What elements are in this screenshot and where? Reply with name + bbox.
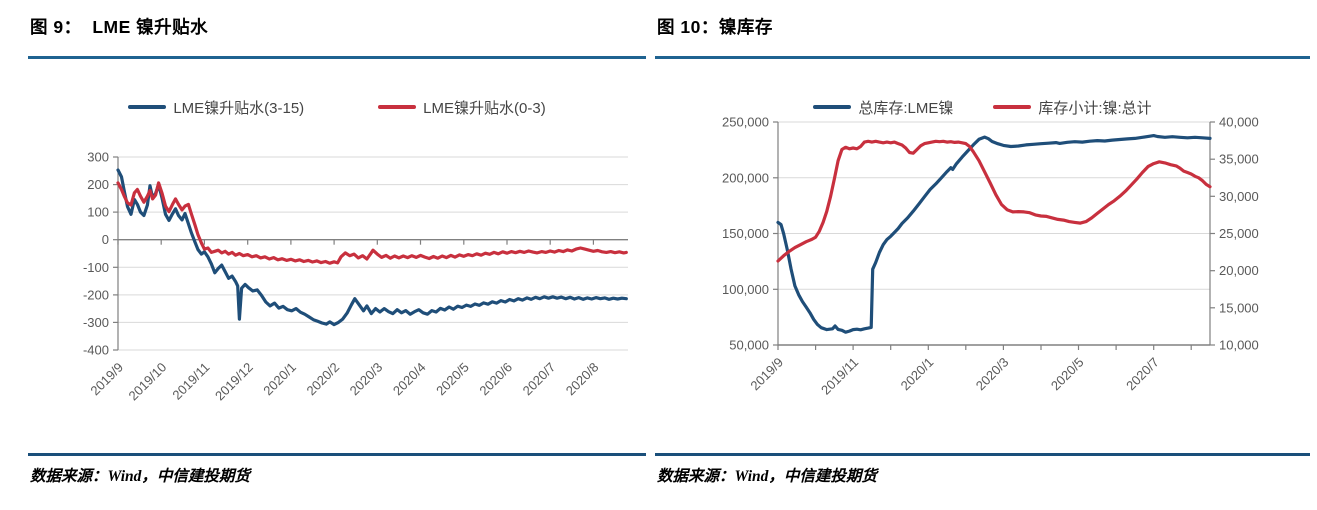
source-rule <box>28 453 646 456</box>
svg-text:100,000: 100,000 <box>722 282 769 297</box>
data-source-note: 数据来源：Wind，中信建投期货 <box>657 468 877 485</box>
chart-legend: LME镍升贴水(3-15) LME镍升贴水(0-3) <box>28 96 646 118</box>
svg-text:2020/8: 2020/8 <box>563 360 602 399</box>
nickel-inventory-chart: 250,000 200,000 150,000 100,000 50,000 40,000… <box>722 115 1259 398</box>
figure-title: 图 9： LME 镍升贴水 <box>30 17 209 37</box>
svg-text:200,000: 200,000 <box>722 170 769 185</box>
legend-line-swatch <box>993 105 1032 109</box>
legend-item: 库存小计:镍:总计 <box>993 97 1152 118</box>
svg-text:2019/11: 2019/11 <box>169 360 212 403</box>
axis-labels: 250,000 200,000 150,000 100,000 50,000 40,000… <box>722 115 1259 398</box>
legend-item: 总库存:LME镍 <box>813 97 953 118</box>
svg-text:250,000: 250,000 <box>722 115 769 130</box>
axes <box>113 156 628 351</box>
legend-item: LME镍升贴水(0-3) <box>378 97 546 118</box>
svg-text:30,000: 30,000 <box>1219 189 1259 204</box>
series-line-0 <box>776 134 1212 334</box>
svg-text:0: 0 <box>102 232 109 247</box>
legend-line-swatch <box>378 105 417 109</box>
figure-nickel-inventory: 图 10：镍库存 总库存:LME镍 库存小计:镍:总计 250,000 200,0… <box>655 10 1310 510</box>
legend-line-swatch <box>813 105 852 109</box>
svg-text:2020/2: 2020/2 <box>303 360 342 399</box>
legend-label: LME镍升贴水(0-3) <box>423 99 546 117</box>
svg-text:2020/1: 2020/1 <box>898 355 937 394</box>
svg-text:-200: -200 <box>83 287 109 302</box>
svg-text:2019/9: 2019/9 <box>87 360 126 399</box>
svg-text:25,000: 25,000 <box>1219 226 1259 241</box>
legend-label: 库存小计:镍:总计 <box>1038 99 1152 117</box>
svg-text:50,000: 50,000 <box>729 338 769 353</box>
svg-text:2019/12: 2019/12 <box>212 360 256 404</box>
svg-text:200: 200 <box>87 177 109 192</box>
source-rule <box>655 453 1310 456</box>
gridlines <box>118 156 628 351</box>
svg-text:2020/3: 2020/3 <box>347 360 386 399</box>
svg-text:15,000: 15,000 <box>1219 300 1259 315</box>
legend-label: 总库存:LME镍 <box>858 99 954 117</box>
svg-text:2020/5: 2020/5 <box>433 360 472 399</box>
gridlines <box>778 121 1210 290</box>
series-line-0 <box>116 168 628 327</box>
figure-lme-nickel-premium: 图 9： LME 镍升贴水 LME镍升贴水(3-15) LME镍升贴水(0-3)… <box>28 10 646 510</box>
svg-text:40,000: 40,000 <box>1219 115 1259 130</box>
svg-text:2019/9: 2019/9 <box>747 355 786 394</box>
svg-text:2020/4: 2020/4 <box>390 360 429 399</box>
figure-title: 图 10：镍库存 <box>657 17 773 37</box>
svg-text:10,000: 10,000 <box>1219 338 1259 353</box>
svg-text:-100: -100 <box>83 260 109 275</box>
svg-text:35,000: 35,000 <box>1219 152 1259 167</box>
svg-text:2020/6: 2020/6 <box>476 360 515 399</box>
series-line-1 <box>116 181 628 265</box>
svg-text:100: 100 <box>87 205 109 220</box>
svg-text:2020/1: 2020/1 <box>260 360 299 399</box>
svg-text:20,000: 20,000 <box>1219 263 1259 278</box>
title-rule <box>28 56 646 59</box>
legend-item: LME镍升贴水(3-15) <box>128 97 304 118</box>
svg-text:150,000: 150,000 <box>722 226 769 241</box>
legend-line-swatch <box>128 105 167 109</box>
svg-text:-400: -400 <box>83 343 109 358</box>
svg-text:300: 300 <box>87 150 109 165</box>
chart-legend: 总库存:LME镍 库存小计:镍:总计 <box>655 96 1310 118</box>
svg-text:2020/5: 2020/5 <box>1048 355 1087 394</box>
title-rule <box>655 56 1310 59</box>
series-line-1 <box>776 139 1212 263</box>
svg-text:2020/7: 2020/7 <box>520 360 559 399</box>
data-source-note: 数据来源：Wind，中信建投期货 <box>30 468 250 485</box>
axes <box>773 121 1215 350</box>
svg-text:2019/11: 2019/11 <box>818 355 861 398</box>
svg-text:2019/10: 2019/10 <box>125 360 169 404</box>
svg-text:-300: -300 <box>83 315 109 330</box>
legend-label: LME镍升贴水(3-15) <box>173 99 305 117</box>
svg-text:2020/7: 2020/7 <box>1123 355 1162 394</box>
svg-text:2020/3: 2020/3 <box>973 355 1012 394</box>
